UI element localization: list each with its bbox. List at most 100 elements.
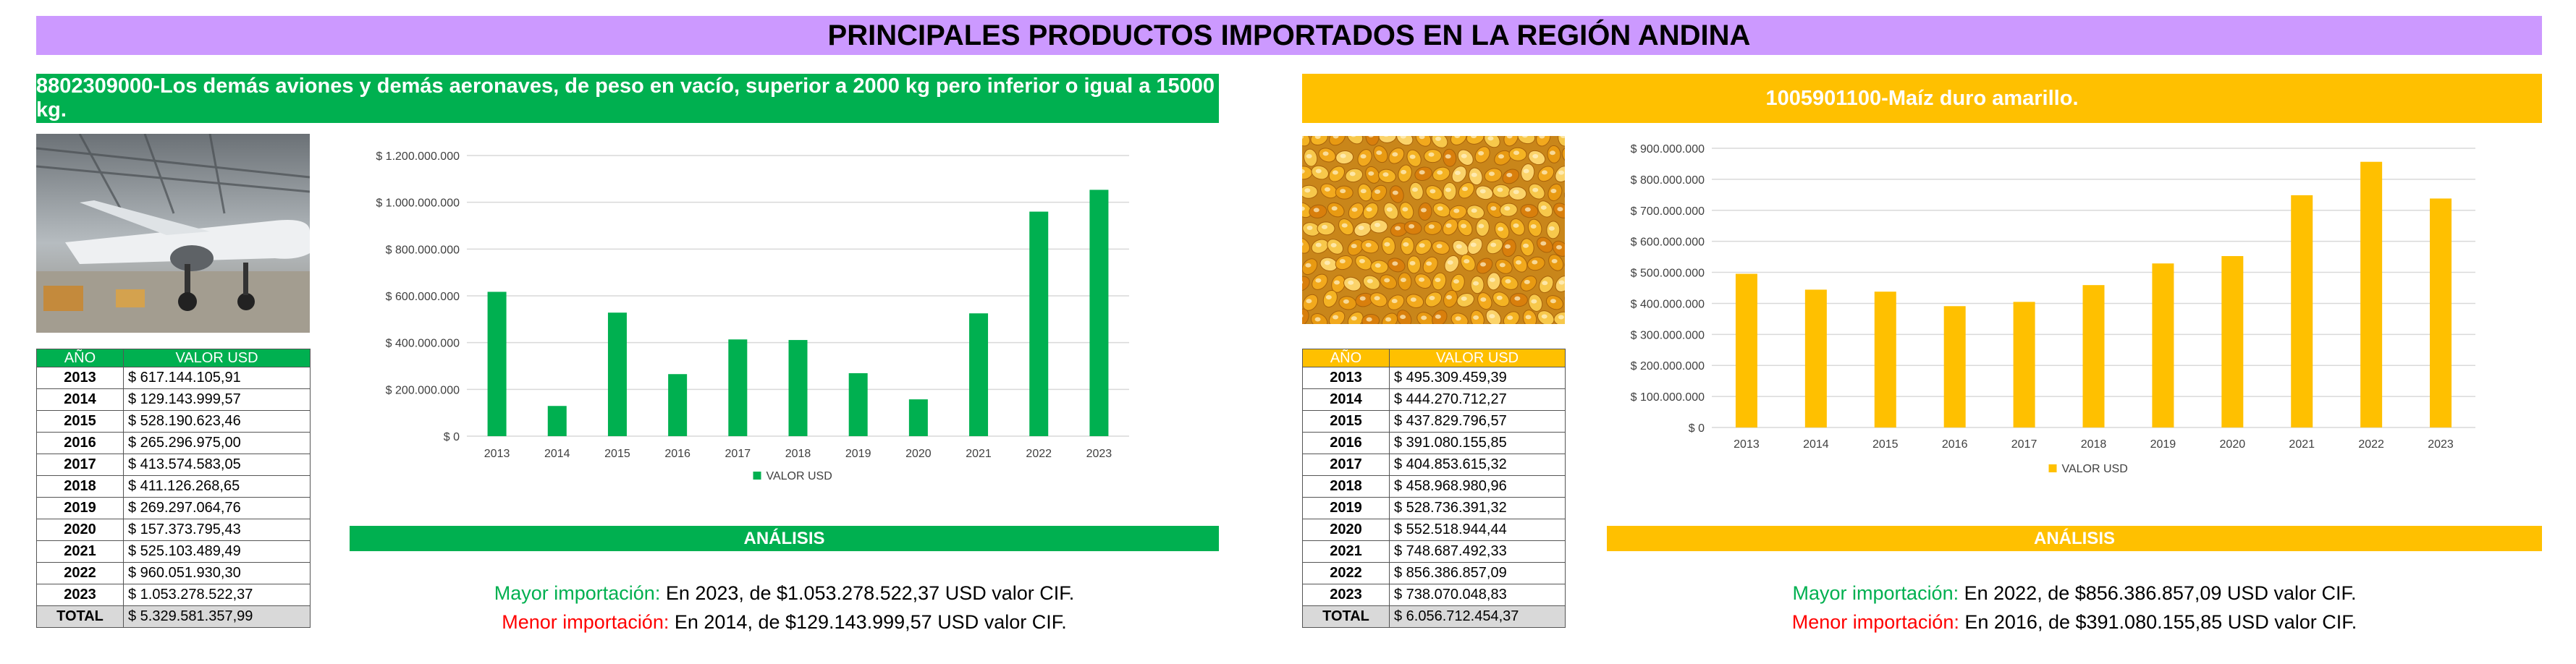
min-import-text: En 2016, de $391.080.155,85 USD valor CI… <box>1959 611 2357 633</box>
x-tick-label: 2018 <box>2081 438 2107 451</box>
x-tick-label: 2013 <box>1733 438 1760 451</box>
x-tick-label: 2017 <box>725 448 751 460</box>
bar-2023 <box>1089 190 1109 436</box>
year-cell: 2015 <box>1302 410 1390 433</box>
x-tick-label: 2018 <box>785 448 811 460</box>
x-tick-label: 2014 <box>1803 438 1829 451</box>
table-row: 2020 $ 157.373.795,43 <box>36 519 311 541</box>
bar-2020 <box>2221 256 2244 427</box>
total-label: TOTAL <box>1302 605 1390 628</box>
year-cell: 2016 <box>36 432 124 454</box>
value-cell: $ 528.190.623,46 <box>123 410 311 433</box>
table-row: 2021 $ 748.687.492,33 <box>1302 540 1566 563</box>
analysis-bar-corn: ANÁLISIS <box>1607 526 2542 551</box>
col-header-year: AÑO <box>1302 349 1390 367</box>
analysis-bar-aircraft: ANÁLISIS <box>350 526 1219 551</box>
product-header-aircraft: 8802309000-Los demás aviones y demás aer… <box>36 74 1219 123</box>
value-table-aircraft: AÑO VALOR USD 2013 $ 617.144.105,91 2014 $ … <box>36 349 311 628</box>
table-row: 2022 $ 960.051.930,30 <box>36 562 311 584</box>
table-row: 2016 $ 265.296.975,00 <box>36 432 311 454</box>
year-cell: 2013 <box>1302 367 1390 389</box>
table-row: 2021 $ 525.103.489,49 <box>36 540 311 563</box>
page-title-bar: PRINCIPALES PRODUCTOS IMPORTADOS EN LA R… <box>36 16 2542 55</box>
year-cell: 2023 <box>36 584 124 606</box>
value-cell: $ 748.687.492,33 <box>1389 540 1566 563</box>
max-import-text: En 2023, de $1.053.278.522,37 USD valor … <box>660 582 1075 604</box>
y-tick-label: $ 800.000.000 <box>386 244 460 256</box>
value-cell: $ 495.309.459,39 <box>1389 367 1566 389</box>
col-header-year: AÑO <box>36 349 124 367</box>
value-cell: $ 157.373.795,43 <box>123 519 311 541</box>
y-tick-label: $ 700.000.000 <box>1631 205 1705 218</box>
x-tick-label: 2019 <box>2150 438 2176 451</box>
y-tick-label: $ 300.000.000 <box>1631 329 1705 341</box>
table-row: 2014 $ 444.270.712,27 <box>1302 388 1566 411</box>
value-cell: $ 413.574.583,05 <box>123 454 311 476</box>
total-row: TOTAL $ 5.329.581.357,99 <box>36 605 311 628</box>
table-row: 2022 $ 856.386.857,09 <box>1302 562 1566 584</box>
year-cell: 2021 <box>1302 540 1390 563</box>
x-tick-label: 2017 <box>2011 438 2037 451</box>
x-tick-label: 2023 <box>2428 438 2454 451</box>
value-cell: $ 265.296.975,00 <box>123 432 311 454</box>
min-import-line: Menor importación: En 2016, de $391.080.… <box>1607 608 2542 637</box>
bar-2019 <box>2152 263 2174 427</box>
y-tick-label: $ 800.000.000 <box>1631 174 1705 187</box>
year-cell: 2018 <box>36 475 124 498</box>
bar-2016 <box>668 374 688 436</box>
bar-2023 <box>2430 198 2452 427</box>
year-cell: 2017 <box>36 454 124 476</box>
legend-swatch <box>2048 464 2057 472</box>
year-cell: 2018 <box>1302 475 1390 498</box>
value-cell: $ 617.144.105,91 <box>123 367 311 389</box>
total-row: TOTAL $ 6.056.712.454,37 <box>1302 605 1566 628</box>
x-tick-label: 2015 <box>1872 438 1899 451</box>
legend-swatch <box>753 472 761 480</box>
airplane-hangar-photo <box>36 134 310 333</box>
max-import-line: Mayor importación: En 2023, de $1.053.27… <box>350 579 1219 608</box>
bar-2013 <box>487 291 507 436</box>
y-tick-label: $ 500.000.000 <box>1631 268 1705 280</box>
bar-2021 <box>969 313 989 436</box>
value-cell: $ 856.386.857,09 <box>1389 562 1566 584</box>
bar-2021 <box>2291 195 2313 427</box>
y-tick-label: $ 0 <box>444 431 460 443</box>
col-header-value: VALOR USD <box>1389 349 1566 367</box>
y-tick-label: $ 600.000.000 <box>1631 237 1705 249</box>
bar-2016 <box>1943 306 1966 427</box>
table-row: 2019 $ 269.297.064,76 <box>36 497 311 519</box>
bar-2020 <box>908 399 928 436</box>
value-cell: $ 411.126.268,65 <box>123 475 311 498</box>
x-tick-label: 2022 <box>2358 438 2384 451</box>
bar-2022 <box>2360 161 2383 427</box>
year-cell: 2022 <box>36 562 124 584</box>
x-tick-label: 2022 <box>1026 448 1052 460</box>
value-cell: $ 458.968.980,96 <box>1389 475 1566 498</box>
table-row: 2020 $ 552.518.944,44 <box>1302 519 1566 541</box>
table-row: 2013 $ 495.309.459,39 <box>1302 367 1566 389</box>
bar-2018 <box>2082 285 2105 427</box>
bar-2014 <box>1804 289 1827 427</box>
year-cell: 2019 <box>1302 497 1390 519</box>
bar-2015 <box>1874 291 1896 427</box>
year-cell: 2014 <box>36 388 124 411</box>
table-row: 2014 $ 129.143.999,57 <box>36 388 311 411</box>
year-cell: 2015 <box>36 410 124 433</box>
table-row: 2019 $ 528.736.391,32 <box>1302 497 1566 519</box>
y-tick-label: $ 100.000.000 <box>1631 391 1705 404</box>
min-import-text: En 2014, de $129.143.999,57 USD valor CI… <box>669 611 1067 633</box>
legend-label: VALOR USD <box>767 470 832 482</box>
value-table-corn: AÑO VALOR USD 2013 $ 495.309.459,39 2014 $ … <box>1302 349 1566 628</box>
y-tick-label: $ 400.000.000 <box>386 338 460 350</box>
x-tick-label: 2021 <box>2289 438 2315 451</box>
x-tick-label: 2016 <box>664 448 691 460</box>
y-tick-label: $ 1.000.000.000 <box>376 197 460 210</box>
product-header-corn: 1005901100-Maíz duro amarillo. <box>1302 74 2542 123</box>
table-row: 2016 $ 391.080.155,85 <box>1302 432 1566 454</box>
year-cell: 2023 <box>1302 584 1390 606</box>
value-cell: $ 528.736.391,32 <box>1389 497 1566 519</box>
value-cell: $ 552.518.944,44 <box>1389 519 1566 541</box>
legend-label: VALOR USD <box>2062 463 2128 475</box>
table-row: 2015 $ 528.190.623,46 <box>36 410 311 433</box>
corn-kernels-photo <box>1302 136 1565 324</box>
